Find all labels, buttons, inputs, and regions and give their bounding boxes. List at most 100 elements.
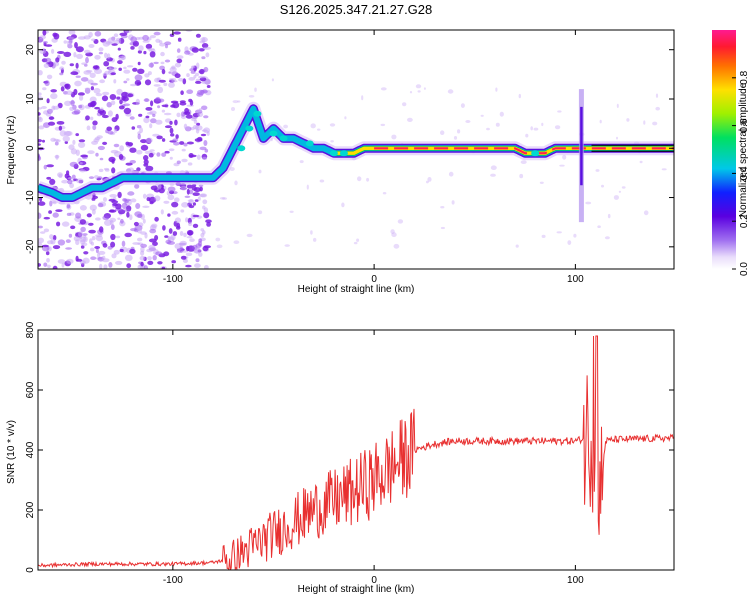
noise-blob <box>655 93 659 98</box>
noise-blob <box>353 241 358 245</box>
noise-blob <box>115 235 121 239</box>
noise-blob <box>127 142 134 147</box>
noise-blob <box>329 123 336 127</box>
noise-blob <box>148 152 154 158</box>
noise-blob <box>164 125 172 129</box>
colorbar: 0.0 0.2 0.4 0.6 0.8 Normalized spectral ampl… <box>712 30 750 276</box>
noise-blob <box>164 41 172 46</box>
noise-blob <box>203 46 211 50</box>
noise-blob <box>196 62 200 69</box>
noise-blob <box>556 231 562 234</box>
noise-blob <box>104 168 110 172</box>
noise-blob <box>140 139 148 144</box>
noise-blob <box>178 77 184 82</box>
noise-blob <box>185 264 192 268</box>
ridge-blob <box>279 135 288 142</box>
noise-blob <box>199 146 207 151</box>
noise-blob <box>168 228 173 234</box>
noise-blob <box>192 214 200 218</box>
noise-blob <box>153 31 161 36</box>
snr-ticks: -100 0 100 0 200 400 600 800 <box>25 321 674 586</box>
noise-blob <box>126 65 134 68</box>
noise-blob <box>357 176 362 182</box>
noise-blob <box>85 69 93 73</box>
noise-blob <box>495 122 500 127</box>
noise-blob <box>409 91 413 94</box>
noise-blob <box>607 213 611 219</box>
noise-blob <box>185 252 193 257</box>
noise-blob <box>90 256 97 261</box>
noise-blob <box>102 91 110 96</box>
noise-blob <box>562 154 567 160</box>
spectrogram-frame <box>37 29 675 270</box>
noise-blob <box>344 116 347 120</box>
noise-blob <box>108 156 116 163</box>
noise-blob <box>205 52 210 58</box>
noise-blob <box>182 259 188 263</box>
noise-blob <box>52 245 61 250</box>
noise-blob <box>55 139 61 143</box>
noise-blob <box>42 139 45 143</box>
noise-blob <box>539 181 544 184</box>
noise-blob <box>191 186 197 191</box>
noise-blob <box>621 186 626 189</box>
noise-blob <box>330 140 334 143</box>
noise-blob <box>200 193 208 198</box>
noise-blob <box>138 113 143 117</box>
noise-blob <box>120 218 124 224</box>
noise-blob <box>75 46 84 53</box>
colorbar-tick-label: 0.4 <box>739 166 750 180</box>
y-tick-label: -20 <box>25 239 36 254</box>
noise-blob <box>117 47 121 51</box>
noise-blob <box>60 86 65 92</box>
noise-blob <box>69 63 75 67</box>
noise-blob <box>65 239 71 244</box>
noise-blob <box>102 40 111 47</box>
noise-blob <box>155 251 163 256</box>
noise-blob <box>75 255 79 262</box>
noise-blob <box>57 239 66 246</box>
noise-blob <box>157 86 164 94</box>
noise-blob <box>150 118 157 124</box>
noise-blob <box>495 87 498 92</box>
noise-blob <box>341 202 345 208</box>
noise-blob <box>147 48 155 51</box>
noise-blob <box>415 84 422 89</box>
noise-blob <box>427 177 432 182</box>
noise-blob <box>197 136 203 141</box>
noise-blob <box>75 149 80 156</box>
ridge-blob <box>237 145 246 152</box>
noise-blob <box>137 213 143 218</box>
noise-blob <box>64 100 72 107</box>
noise-blob <box>43 216 50 220</box>
noise-blob <box>186 141 194 145</box>
noise-blob <box>143 117 150 124</box>
noise-blob <box>94 175 99 179</box>
noise-blob <box>192 223 199 228</box>
noise-blob <box>162 225 166 231</box>
noise-blob <box>110 149 119 154</box>
noise-blob <box>113 249 120 255</box>
noise-blob <box>158 79 166 83</box>
noise-blob <box>56 221 61 227</box>
noise-blob <box>108 262 113 268</box>
noise-blob <box>440 226 445 230</box>
noise-blob <box>50 89 57 93</box>
noise-blob <box>525 133 529 138</box>
noise-blob <box>87 150 95 155</box>
noise-blob <box>38 201 46 206</box>
noise-blob <box>161 152 167 157</box>
noise-blob <box>103 264 108 269</box>
noise-blob <box>94 136 101 141</box>
noise-blob <box>168 78 177 81</box>
noise-blob <box>143 155 149 161</box>
noise-blob <box>407 117 413 122</box>
noise-blob <box>181 202 189 208</box>
noise-blob <box>143 265 148 269</box>
noise-blob <box>61 179 69 184</box>
noise-blob <box>67 179 73 185</box>
noise-blob <box>123 66 127 70</box>
noise-blob <box>63 51 72 58</box>
